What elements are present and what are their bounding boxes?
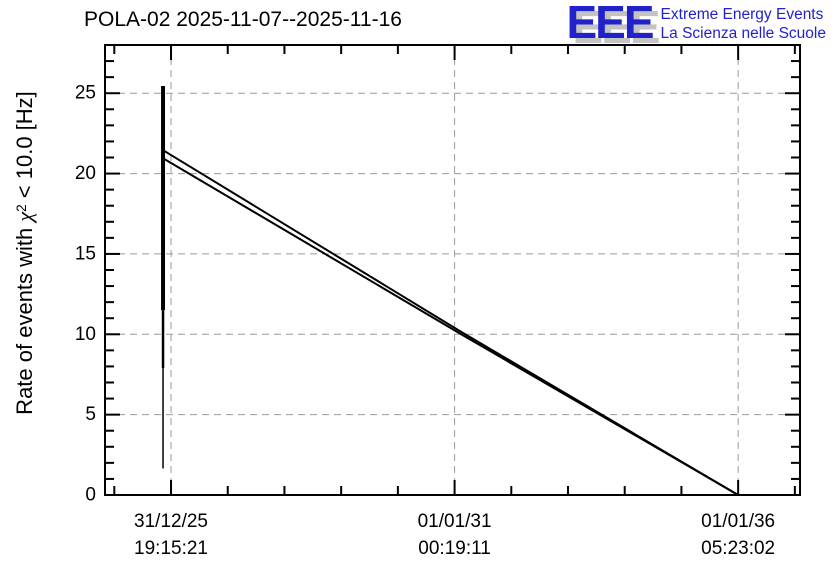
chi-exponent: 2 [14, 204, 29, 212]
y-tick-label: 20 [75, 163, 96, 184]
chi-symbol: χ [12, 211, 38, 222]
y-axis-title-suffix: < 10.0 [Hz] [12, 91, 38, 205]
drift-line-upper [163, 150, 739, 496]
x-tick-label-date: 31/12/25 [134, 511, 208, 532]
y-axis-title: Rate of events with χ2 < 10.0 [Hz] [5, 33, 39, 473]
plot-frame [104, 44, 801, 496]
eee-logo-text: Extreme Energy Events La Scienza nelle S… [661, 2, 826, 43]
y-axis-title-prefix: Rate of events with [12, 221, 38, 415]
drift-line-lower [163, 158, 739, 496]
x-tick-label-time: 00:19:11 [418, 538, 491, 559]
y-tick-label: 10 [75, 324, 96, 345]
y-tick-label: 15 [75, 243, 96, 264]
y-tick-label: 25 [75, 83, 96, 104]
eee-logo-line2: La Scienza nelle Scuole [660, 25, 826, 42]
eee-logo-acronym: EEE [566, 0, 655, 48]
x-tick-label-date: 01/01/31 [418, 511, 492, 532]
page-title: POLA-02 2025-11-07--2025-11-16 [84, 8, 402, 31]
x-tick-label-time: 19:15:21 [134, 538, 208, 559]
eee-logo: EEE Extreme Energy Events La Scienza nel… [566, 0, 827, 48]
y-tick-label: 5 [85, 404, 96, 425]
y-tick-label: 0 [85, 485, 96, 506]
x-tick-label-date: 01/01/36 [701, 511, 775, 532]
eee-logo-line1: Extreme Energy Events [660, 6, 824, 23]
x-tick-label-time: 05:23:02 [701, 538, 775, 559]
